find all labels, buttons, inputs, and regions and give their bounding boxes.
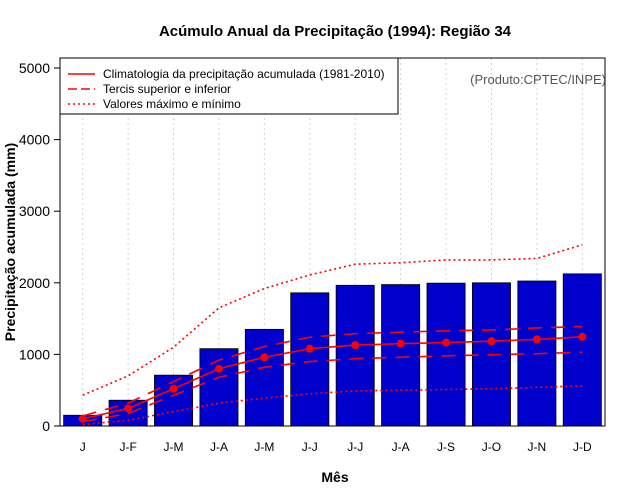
climatology-point-4 — [214, 364, 223, 373]
x-tick-label: J-F — [119, 440, 136, 454]
bar-9 — [426, 282, 466, 427]
legend-label: Valores máximo e mínimo — [103, 97, 241, 111]
climatology-point-7 — [351, 341, 360, 350]
climatology-point-9 — [442, 338, 451, 347]
x-tick-label: J — [80, 440, 86, 454]
bars — [63, 273, 602, 427]
y-tick-label: 2000 — [19, 275, 50, 291]
climatology-point-8 — [396, 339, 405, 348]
climatology-point-2 — [124, 404, 133, 413]
y-tick-label: 4000 — [19, 132, 50, 148]
y-axis-label: Precipitação acumulada (mm) — [2, 143, 18, 341]
product-annotation: (Produto:CPTEC/INPE) — [470, 72, 606, 87]
x-tick-label: J-A — [392, 440, 410, 454]
series-tercil-superior — [82, 325, 583, 417]
climatology-point-10 — [487, 337, 496, 346]
y-tick-label: 1000 — [19, 346, 50, 362]
bar-7 — [335, 284, 375, 427]
x-axis: J J-F J-M J-A J-M J-J J-J J-A J-S J-O J-N J-D — [80, 440, 592, 454]
x-tick-label: J-N — [528, 440, 547, 454]
lines — [78, 244, 587, 426]
series-tercil-inferior — [82, 351, 583, 423]
y-tick-label: 0 — [42, 418, 50, 434]
legend-box — [59, 57, 399, 115]
bar-4 — [199, 348, 239, 427]
x-tick-label: J-M — [254, 440, 274, 454]
x-tick-label: J-D — [573, 440, 592, 454]
series-valor-maximo — [82, 244, 583, 396]
y-tick-label: 5000 — [19, 60, 50, 76]
bar-6 — [290, 292, 330, 427]
x-tick-label: J-A — [210, 440, 228, 454]
bar-8 — [381, 284, 421, 427]
climatology-point-5 — [260, 353, 269, 362]
x-tick-label: J-J — [302, 440, 318, 454]
x-tick-label: J-J — [347, 440, 363, 454]
chart-title: Acúmulo Anual da Precipitação (1994): Re… — [159, 23, 512, 40]
legend-label: Climatologia da precipitação acumulada (… — [103, 67, 385, 81]
bar-12 — [562, 273, 602, 427]
y-axis: 0 1000 2000 3000 4000 5000 — [19, 60, 60, 434]
climatology-point-6 — [305, 344, 314, 353]
x-tick-label: J-S — [437, 440, 455, 454]
climatology-point-3 — [169, 384, 178, 393]
x-axis-label: Mês — [321, 469, 348, 485]
x-tick-label: J-O — [482, 440, 501, 454]
x-tick-label: J-M — [164, 440, 184, 454]
legend-label: Tercis superior e inferior — [103, 82, 231, 96]
legend: Climatologia da precipitação acumulada (… — [59, 57, 399, 115]
y-tick-label: 3000 — [19, 203, 50, 219]
series-climatologia-da-precipitacao-acumulada-1981-2010 — [82, 336, 583, 420]
climatology-point-12 — [578, 332, 587, 341]
climatology-point-11 — [532, 335, 541, 344]
bar-5 — [244, 328, 284, 427]
